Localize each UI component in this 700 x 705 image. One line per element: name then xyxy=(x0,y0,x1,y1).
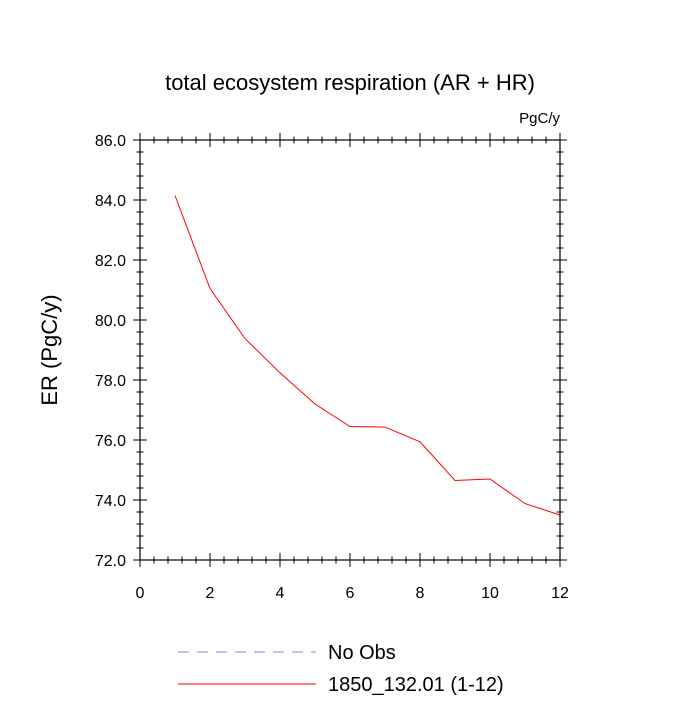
x-tick-label: 0 xyxy=(136,585,145,602)
y-tick-label: 84.0 xyxy=(95,193,126,210)
y-axis-label: ER (PgC/y) xyxy=(37,294,62,405)
legend-label: 1850_132.01 (1-12) xyxy=(328,674,504,696)
y-tick-label: 74.0 xyxy=(95,493,126,510)
y-tick-label: 78.0 xyxy=(95,373,126,390)
x-tick-label: 4 xyxy=(276,585,285,602)
y-tick-label: 82.0 xyxy=(95,253,126,270)
x-tick-label: 8 xyxy=(416,585,425,602)
units-label: PgC/y xyxy=(519,110,560,127)
y-tick-label: 80.0 xyxy=(95,313,126,330)
series-layer xyxy=(174,195,561,516)
plot-frame xyxy=(139,139,561,561)
x-tick-label: 6 xyxy=(346,585,355,602)
x-tick-label: 12 xyxy=(551,585,569,602)
x-tick-label: 10 xyxy=(481,585,499,602)
legend-label: No Obs xyxy=(328,642,396,664)
x-tick-label: 2 xyxy=(206,585,215,602)
y-tick-label: 72.0 xyxy=(95,553,126,570)
y-tick-label: 86.0 xyxy=(95,133,126,150)
legend: No Obs 1850_132.01 (1-12) xyxy=(178,642,504,696)
axis-ticks: 72.0 74.0 76.0 78.0 80.0 82.0 84.0 86.0 0 2 4 6 8 10 1… xyxy=(95,133,569,602)
y-tick-label: 76.0 xyxy=(95,433,126,450)
chart-title: total ecosystem respiration (AR + HR) xyxy=(165,70,535,95)
series-line xyxy=(174,195,561,516)
